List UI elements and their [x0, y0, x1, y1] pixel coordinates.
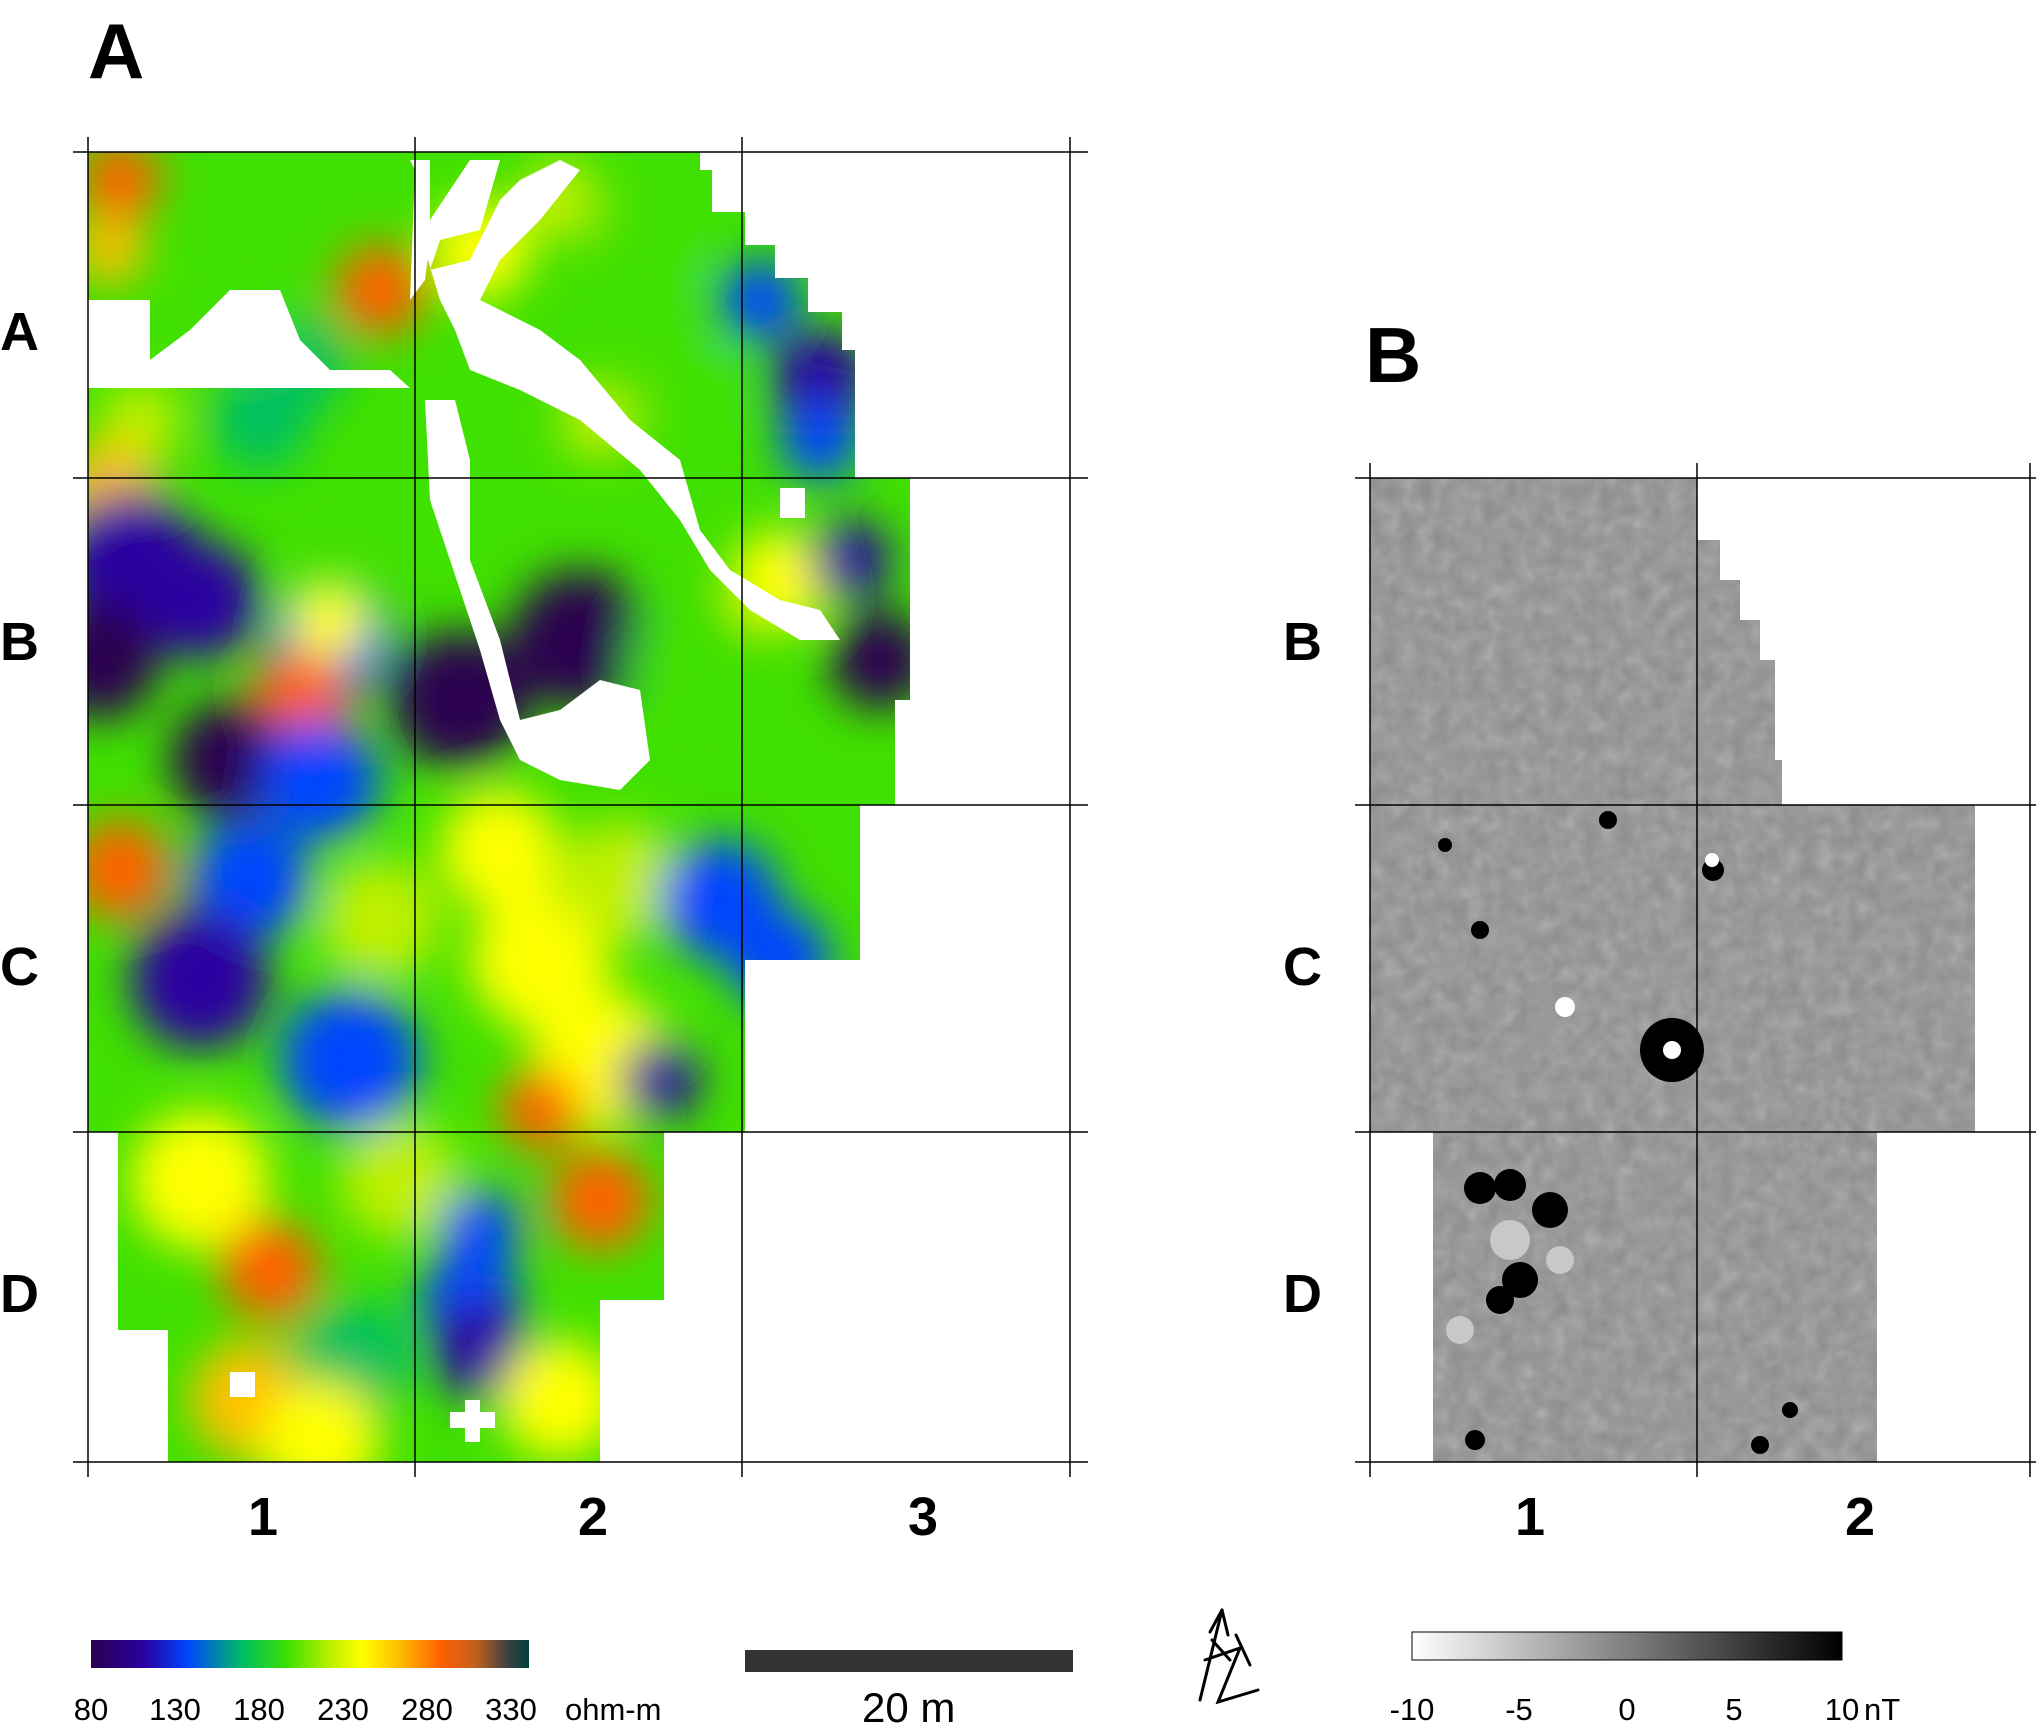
resistivity-anomaly — [430, 1300, 530, 1400]
magnetometry-tick-label: 0 — [1618, 1692, 1635, 1727]
magnetic-anomaly — [1555, 997, 1575, 1017]
resistivity-anomaly — [550, 1150, 650, 1250]
resistivity-anomaly — [280, 990, 420, 1130]
col-labels-a: 1 2 3 — [248, 1487, 938, 1547]
magnetic-anomaly — [1471, 921, 1489, 939]
magnetometry-map — [1370, 478, 1975, 1462]
resistivity-anomaly — [500, 1070, 580, 1150]
magnetometry-unit-label: nT — [1864, 1692, 1900, 1727]
resistivity-anomaly — [170, 700, 290, 820]
resistivity-anomaly — [500, 1340, 620, 1460]
resistivity-anomaly — [220, 1220, 320, 1320]
magnetometry-tick-label: 10 — [1825, 1692, 1859, 1727]
resistivity-anomaly — [290, 580, 370, 660]
resistivity-map — [88, 152, 910, 1462]
magnetic-anomaly — [1502, 1262, 1538, 1298]
row-labels-a: A B C D — [0, 302, 39, 1324]
resistivity-anomaly — [88, 152, 160, 220]
scale-bar: 20 m — [745, 1650, 1073, 1731]
row-label: C — [0, 937, 39, 997]
resistivity-anomaly — [660, 340, 740, 420]
row-label: B — [1283, 612, 1322, 672]
north-arrow-icon — [1198, 1608, 1260, 1705]
resistivity-tick-label: 130 — [149, 1692, 201, 1727]
resistivity-anomaly — [810, 520, 890, 600]
resistivity-anomaly — [335, 245, 425, 335]
resistivity-anomaly — [560, 820, 680, 940]
resistivity-colorbar-ramp — [91, 1640, 529, 1668]
magnetic-anomaly — [1599, 811, 1617, 829]
resistivity-anomaly — [320, 860, 440, 980]
resistivity-anomaly — [780, 400, 860, 480]
magnetic-anomaly — [1782, 1402, 1798, 1418]
resistivity-anomaly — [130, 910, 270, 1050]
scale-bar-rect — [745, 1650, 1073, 1672]
magnetic-anomaly — [1494, 1169, 1526, 1201]
magnetometry-colorbar-ramp — [1411, 1631, 1843, 1661]
resistivity-anomaly — [88, 600, 160, 720]
col-label: 3 — [908, 1487, 938, 1547]
resistivity-anomaly — [210, 370, 310, 470]
magnetometry-tick-label: -5 — [1505, 1692, 1533, 1727]
resistivity-tick-label: 80 — [74, 1692, 108, 1727]
resistivity-anomaly — [630, 600, 750, 720]
resistivity-anomaly — [510, 570, 650, 710]
resistivity-anomaly — [720, 260, 800, 340]
magnetometry-tick-label: -10 — [1390, 1692, 1435, 1727]
magnetic-anomaly — [1663, 1041, 1681, 1059]
magnetic-anomaly — [1546, 1246, 1574, 1274]
resistivity-anomaly — [130, 1110, 270, 1250]
magnetic-anomaly — [1486, 1286, 1514, 1314]
col-label: 2 — [1845, 1487, 1875, 1547]
resistivity-tick-label: 330 — [485, 1692, 537, 1727]
grid-b — [1355, 463, 2036, 1477]
magnetic-anomaly — [1465, 1430, 1485, 1450]
resistivity-anomaly — [88, 820, 170, 920]
row-label: D — [1283, 1264, 1322, 1324]
resistivity-anomaly — [140, 540, 260, 660]
resistivity-anomaly — [730, 910, 830, 1010]
resistivity-anomaly — [260, 720, 380, 840]
resistivity-anomaly — [88, 215, 145, 285]
magnetic-anomaly — [1438, 838, 1452, 852]
resistivity-tick-label: 280 — [401, 1692, 453, 1727]
col-label: 1 — [248, 1487, 278, 1547]
resistivity-anomaly — [260, 1380, 380, 1462]
resistivity-anomaly — [830, 610, 910, 710]
grid-a — [73, 137, 1088, 1477]
row-label: D — [0, 1264, 39, 1324]
magnetic-anomaly — [1464, 1172, 1496, 1204]
row-label: B — [0, 612, 39, 672]
row-label: A — [0, 302, 39, 362]
row-label: C — [1283, 937, 1322, 997]
panel-a-label: A — [88, 7, 144, 95]
resistivity-anomaly — [600, 210, 700, 310]
resistivity-anomaly — [190, 820, 310, 940]
resistivity-tick-label: 230 — [317, 1692, 369, 1727]
resistivity-anomaly — [440, 790, 560, 910]
magnetic-anomaly — [1490, 1220, 1530, 1260]
resistivity-anomaly — [770, 330, 870, 430]
resistivity-colorbar: 80 130 180 230 280 330 ohm-m — [74, 1640, 661, 1727]
resistivity-unit-label: ohm-m — [565, 1692, 661, 1727]
scale-bar-label: 20 m — [862, 1684, 955, 1731]
col-label: 1 — [1515, 1487, 1545, 1547]
resistivity-anomaly — [100, 380, 180, 460]
panel-b-label: B — [1365, 311, 1421, 399]
col-labels-b: 1 2 — [1515, 1487, 1875, 1547]
col-label: 2 — [578, 1487, 608, 1547]
magnetometry-colorbar: -10 -5 0 5 10 nT — [1390, 1631, 1900, 1727]
magnetometry-tick-label: 5 — [1725, 1692, 1742, 1727]
resistivity-anomaly — [440, 1190, 520, 1270]
resistivity-tick-label: 180 — [233, 1692, 285, 1727]
magnetic-anomaly — [1751, 1436, 1769, 1454]
magnetic-anomaly — [1705, 853, 1719, 867]
resistivity-anomaly — [340, 1120, 460, 1240]
row-labels-b: B C D — [1283, 612, 1322, 1324]
magnetic-anomaly — [1532, 1192, 1568, 1228]
magnetic-anomaly — [1446, 1316, 1474, 1344]
resistivity-anomaly — [620, 1040, 700, 1120]
